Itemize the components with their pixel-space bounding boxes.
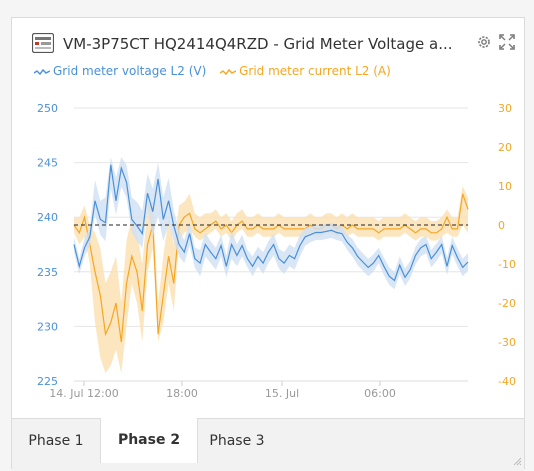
expand-icon[interactable] [499,34,515,50]
resize-handle-icon[interactable] [512,456,522,466]
current-series-marker-icon [219,68,237,75]
tab-phase-2[interactable]: Phase 2 [100,418,198,463]
left-axis-tick-label: 245 [37,157,58,170]
legend-item-current[interactable]: Grid meter current L2 (A) [219,64,391,78]
right-axis-tick-label: -10 [498,258,516,271]
tab-phase-3[interactable]: Phase 3 [209,433,265,449]
x-axis-tick-label: 18:00 [166,387,198,400]
x-axis-tick-label: 14. Jul 12:00 [49,387,118,400]
series-line [73,193,469,343]
right-axis-tick-label: 20 [498,141,512,154]
right-axis-tick-label: -20 [498,297,516,310]
gear-icon[interactable] [476,34,492,50]
right-axis-tick-label: 0 [498,219,505,232]
phase-tabs: Phase 1 Phase 2 Phase 3 [12,418,524,471]
left-axis-tick-label: 235 [37,266,58,279]
widget-header: VM-3P75CT HQ2414Q4RZD - Grid Meter Volta… [12,18,524,96]
meter-device-icon [32,33,54,53]
x-axis-tick-label: 06:00 [364,387,396,400]
left-axis-tick-label: 225 [37,375,58,388]
right-axis-tick-label: -40 [498,375,516,388]
right-axis-tick-label: 10 [498,180,512,193]
left-axis-tick-label: 250 [37,102,58,115]
tab-phase-1[interactable]: Phase 1 [28,433,84,449]
voltage-series-marker-icon [33,68,51,75]
chart-legend: Grid meter voltage L2 (V) Grid meter cur… [33,64,401,78]
legend-item-voltage[interactable]: Grid meter voltage L2 (V) [33,64,207,78]
chart-plot: 250 245 240 235 230 225 30 20 10 0 -10 -20 -30 -40 14.… [37,102,516,400]
right-axis-tick-label: 30 [498,102,512,115]
x-axis-tick-label: 15. Jul [265,387,299,400]
legend-label-voltage: Grid meter voltage L2 (V) [53,64,207,78]
chart-widget: VM-3P75CT HQ2414Q4RZD - Grid Meter Volta… [11,17,525,471]
series-range-band [74,186,468,374]
right-axis-tick-label: -30 [498,336,516,349]
widget-title: VM-3P75CT HQ2414Q4RZD - Grid Meter Volta… [63,35,453,53]
series-line [73,164,469,282]
legend-label-current: Grid meter current L2 (A) [239,64,391,78]
left-axis-tick-label: 230 [37,320,58,333]
left-axis-tick-label: 240 [37,211,58,224]
series-range-band [74,157,468,290]
